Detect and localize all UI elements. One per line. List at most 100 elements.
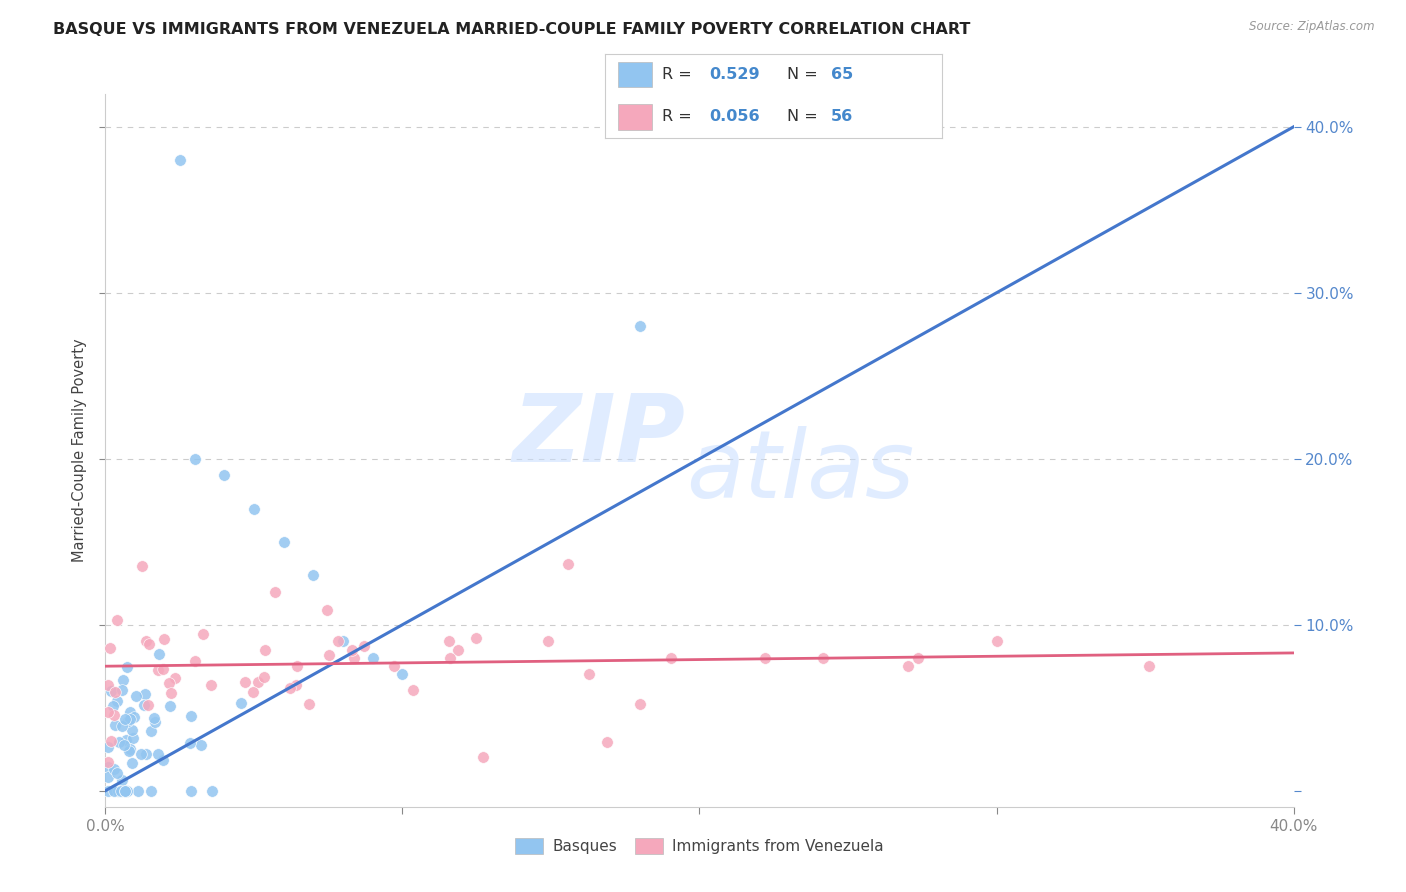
Point (214, 468, 236, 483)
Point (628, 318, 651, 333)
Point (180, 709, 202, 723)
Point (439, 651, 461, 665)
Point (101, 698, 124, 713)
Point (437, 634, 460, 648)
Point (243, 501, 266, 516)
Point (108, 735, 131, 749)
Point (578, 667, 600, 681)
Point (107, 783, 129, 797)
Point (143, 714, 166, 729)
Point (111, 682, 134, 697)
Point (382, 659, 405, 673)
Point (105, 765, 128, 780)
Point (118, 712, 141, 726)
Point (121, 723, 143, 737)
Point (1139, 659, 1161, 673)
Point (628, 698, 651, 712)
Legend: Basques, Immigrants from Venezuela: Basques, Immigrants from Venezuela (509, 832, 890, 860)
Point (897, 659, 920, 673)
Point (111, 673, 134, 687)
Point (121, 756, 143, 771)
Point (342, 642, 364, 657)
Point (103, 708, 125, 723)
Point (131, 558, 153, 573)
Point (105, 613, 128, 627)
Text: 65: 65 (831, 67, 853, 82)
Text: 56: 56 (831, 109, 853, 124)
Point (127, 783, 149, 797)
Point (131, 747, 153, 761)
Point (152, 632, 174, 646)
Point (246, 675, 269, 690)
Point (136, 698, 159, 712)
Point (183, 451, 205, 466)
Point (115, 660, 138, 674)
Point (146, 663, 169, 677)
Point (986, 634, 1008, 648)
Point (114, 783, 136, 797)
Point (353, 640, 375, 654)
Point (152, 662, 174, 676)
Point (135, 633, 157, 648)
Point (134, 688, 156, 702)
Point (139, 783, 162, 797)
Point (446, 642, 468, 657)
Point (110, 783, 132, 797)
Point (191, 627, 214, 641)
Point (115, 733, 138, 747)
Point (907, 651, 929, 665)
Text: Source: ZipAtlas.com: Source: ZipAtlas.com (1250, 20, 1375, 33)
Point (148, 647, 170, 661)
Point (169, 153, 191, 167)
Point (200, 678, 222, 692)
Point (111, 772, 134, 787)
Point (233, 675, 256, 690)
Point (117, 783, 139, 797)
Point (135, 747, 157, 761)
Point (122, 731, 145, 745)
Point (114, 783, 136, 797)
Point (97, 783, 120, 797)
Point (105, 694, 128, 708)
Text: atlas: atlas (686, 426, 914, 517)
Point (284, 678, 307, 692)
Point (201, 783, 224, 797)
Point (115, 783, 138, 797)
Point (104, 717, 127, 731)
Point (361, 651, 384, 665)
Point (97, 755, 120, 769)
Point (184, 654, 207, 668)
Point (332, 634, 354, 648)
Point (117, 744, 139, 758)
Point (326, 634, 349, 648)
Point (318, 648, 340, 663)
Point (537, 634, 560, 648)
Point (138, 637, 160, 651)
Point (298, 697, 321, 711)
Point (754, 651, 776, 665)
Point (152, 753, 174, 767)
Point (471, 750, 494, 764)
Point (180, 783, 202, 797)
Point (302, 568, 325, 582)
Point (97, 678, 120, 692)
Point (280, 681, 302, 695)
Point (343, 651, 366, 665)
Y-axis label: Married-Couple Family Poverty: Married-Couple Family Poverty (72, 339, 87, 562)
Text: 0.529: 0.529 (709, 67, 759, 82)
Point (391, 667, 413, 681)
Point (97, 706, 120, 720)
Point (254, 642, 277, 657)
Point (157, 675, 180, 690)
Point (163, 671, 186, 685)
Point (120, 742, 142, 756)
Point (141, 724, 163, 739)
Point (98, 641, 121, 656)
Point (402, 683, 425, 698)
Point (114, 712, 136, 726)
Text: ZIP: ZIP (512, 390, 685, 483)
Point (100, 734, 122, 748)
Point (117, 714, 139, 728)
Point (104, 684, 127, 698)
Point (159, 698, 181, 713)
